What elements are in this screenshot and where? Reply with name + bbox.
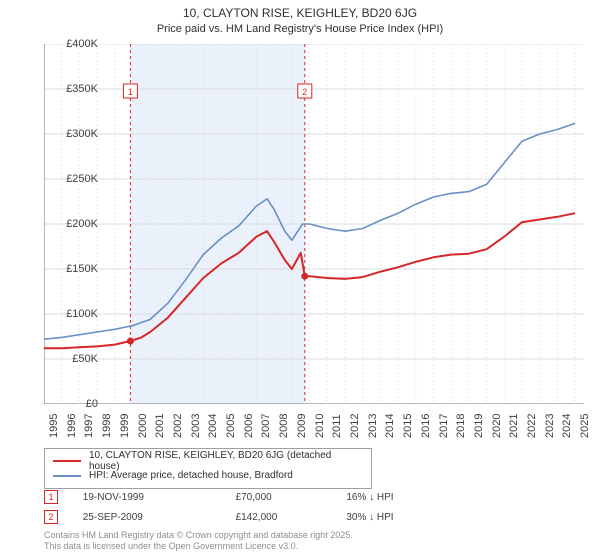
y-tick-label: £400K [66, 38, 98, 50]
x-tick-label: 2017 [438, 414, 450, 438]
x-tick-label: 2018 [455, 414, 467, 438]
x-tick-label: 2010 [314, 414, 326, 438]
x-tick-label: 2008 [278, 414, 290, 438]
x-tick-label: 2006 [243, 414, 255, 438]
y-tick-label: £100K [66, 308, 98, 320]
x-tick-label: 2009 [296, 414, 308, 438]
x-tick-label: 2014 [384, 414, 396, 438]
x-tick-label: 2016 [420, 414, 432, 438]
legend-label-property: 10, CLAYTON RISE, KEIGHLEY, BD20 6JG (de… [89, 450, 363, 472]
x-tick-label: 2024 [561, 414, 573, 438]
x-tick-label: 2007 [260, 414, 272, 438]
x-tick-label: 2022 [526, 414, 538, 438]
footer-line1: Contains HM Land Registry data © Crown c… [44, 530, 353, 541]
svg-text:1: 1 [128, 87, 133, 97]
x-tick-label: 1996 [66, 414, 78, 438]
x-tick-label: 1999 [119, 414, 131, 438]
svg-text:2: 2 [302, 87, 307, 97]
x-tick-label: 2015 [402, 414, 414, 438]
marker-date-1: 19-NOV-1999 [83, 492, 233, 503]
marker-row-2: 2 25-SEP-2009 £142,000 30% ↓ HPI [44, 510, 584, 524]
marker-row-1: 1 19-NOV-1999 £70,000 16% ↓ HPI [44, 490, 584, 504]
legend-label-hpi: HPI: Average price, detached house, Brad… [89, 470, 293, 481]
x-tick-label: 2025 [579, 414, 591, 438]
x-tick-label: 2013 [367, 414, 379, 438]
chart-title: 10, CLAYTON RISE, KEIGHLEY, BD20 6JG [0, 0, 600, 22]
x-tick-label: 2021 [508, 414, 520, 438]
marker-delta-1: 16% ↓ HPI [346, 492, 393, 503]
y-tick-label: £0 [86, 398, 98, 410]
chart-subtitle: Price paid vs. HM Land Registry's House … [0, 22, 600, 35]
x-tick-label: 2011 [331, 414, 343, 438]
y-tick-label: £250K [66, 173, 98, 185]
plot-svg: 12 [44, 44, 584, 404]
y-tick-label: £350K [66, 83, 98, 95]
legend-swatch-property [53, 460, 81, 462]
marker-date-2: 25-SEP-2009 [83, 512, 233, 523]
legend-swatch-hpi [53, 475, 81, 477]
legend: 10, CLAYTON RISE, KEIGHLEY, BD20 6JG (de… [44, 448, 372, 489]
y-tick-label: £50K [72, 353, 98, 365]
marker-price-2: £142,000 [236, 512, 344, 523]
footer-line2: This data is licensed under the Open Gov… [44, 541, 353, 552]
x-tick-label: 2003 [190, 414, 202, 438]
x-tick-label: 2023 [544, 414, 556, 438]
plot-area: 12 [44, 44, 584, 404]
x-tick-label: 1998 [101, 414, 113, 438]
x-tick-label: 2002 [172, 414, 184, 438]
x-tick-label: 2019 [473, 414, 485, 438]
y-tick-label: £150K [66, 263, 98, 275]
x-tick-label: 2000 [137, 414, 149, 438]
marker-badge-2: 2 [44, 510, 58, 524]
x-tick-label: 2001 [154, 414, 166, 438]
marker-price-1: £70,000 [236, 492, 344, 503]
x-tick-label: 2005 [225, 414, 237, 438]
legend-row-property: 10, CLAYTON RISE, KEIGHLEY, BD20 6JG (de… [53, 453, 363, 468]
y-tick-label: £200K [66, 218, 98, 230]
footer: Contains HM Land Registry data © Crown c… [44, 530, 353, 552]
chart-container: 10, CLAYTON RISE, KEIGHLEY, BD20 6JG Pri… [0, 0, 600, 560]
marker-badge-1: 1 [44, 490, 58, 504]
x-tick-label: 1997 [83, 414, 95, 438]
y-tick-label: £300K [66, 128, 98, 140]
x-tick-label: 1995 [48, 414, 60, 438]
marker-delta-2: 30% ↓ HPI [346, 512, 393, 523]
x-tick-label: 2012 [349, 414, 361, 438]
x-tick-label: 2004 [207, 414, 219, 438]
x-tick-label: 2020 [491, 414, 503, 438]
